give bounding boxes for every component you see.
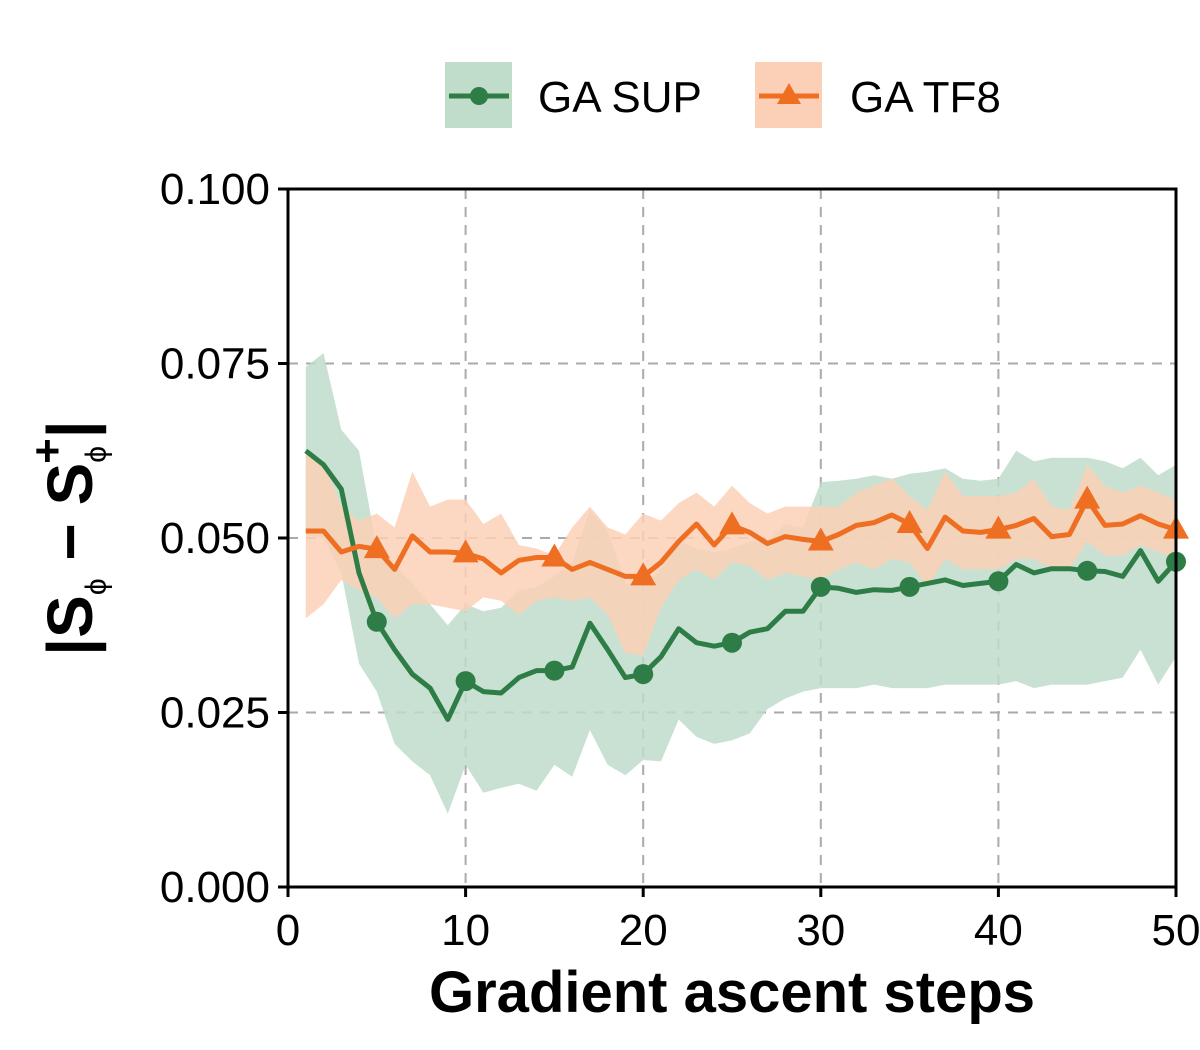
x-axis-title: Gradient ascent steps	[429, 960, 1035, 1025]
legend-marker-triangle-ga-tf8	[777, 83, 801, 104]
data-point-circle	[722, 632, 742, 653]
x-tick-label: 10	[441, 906, 490, 955]
data-point-triangle	[541, 543, 568, 567]
confidence-band-ga-sup	[305, 353, 1176, 814]
data-point-circle	[988, 571, 1009, 592]
data-point-triangle	[985, 515, 1012, 539]
data-point-triangle	[363, 535, 390, 559]
x-tick-label: 20	[619, 906, 668, 955]
data-point-circle	[366, 611, 387, 632]
data-point-triangle	[896, 510, 923, 534]
y-tick-label: 0.025	[160, 689, 270, 738]
y-tick-label: 0.075	[160, 340, 270, 389]
series-markers	[363, 485, 1189, 692]
x-axis-ticks: 0 10 20 30 40 50	[276, 887, 1200, 955]
x-tick-label: 50	[1152, 906, 1200, 955]
y-tick-label: 0.050	[160, 514, 270, 563]
y-tick-label: 0.100	[160, 165, 270, 214]
data-point-circle	[633, 664, 654, 685]
data-point-triangle	[719, 511, 745, 535]
data-point-circle	[544, 660, 565, 681]
data-point-triangle	[452, 539, 479, 563]
legend-entry-ga-tf8: GA TF8	[755, 62, 1001, 128]
data-point-circle	[455, 671, 476, 692]
data-point-triangle	[1074, 485, 1101, 509]
data-point-circle	[899, 576, 920, 597]
y-axis-title: |Sϕ − Sϕ+|	[23, 420, 113, 655]
x-tick-label: 0	[276, 906, 300, 955]
data-point-triangle	[630, 562, 657, 586]
data-point-circle	[1077, 560, 1098, 581]
data-point-triangle	[807, 527, 834, 551]
y-axis-title-glyphs: |Sϕ − Sϕ+|	[23, 420, 113, 655]
confidence-band-ga-tf8	[305, 454, 1176, 656]
legend-entry-ga-sup: GA SUP	[445, 62, 702, 128]
y-tick-label: 0.000	[160, 863, 270, 912]
confidence-bands	[305, 353, 1176, 814]
legend-label-ga-sup: GA SUP	[538, 73, 702, 122]
legend-marker-circle-ga-sup	[470, 87, 488, 105]
x-tick-label: 40	[974, 906, 1023, 955]
series-line-ga-sup	[304, 448, 1178, 722]
legend-label-ga-tf8: GA TF8	[850, 73, 1001, 122]
legend: GA SUP GA TF8	[445, 62, 1001, 128]
y-axis-ticks: 0.000 0.025 0.050 0.075 0.100	[160, 165, 288, 912]
x-tick-label: 30	[796, 906, 845, 955]
data-point-circle	[810, 576, 831, 597]
